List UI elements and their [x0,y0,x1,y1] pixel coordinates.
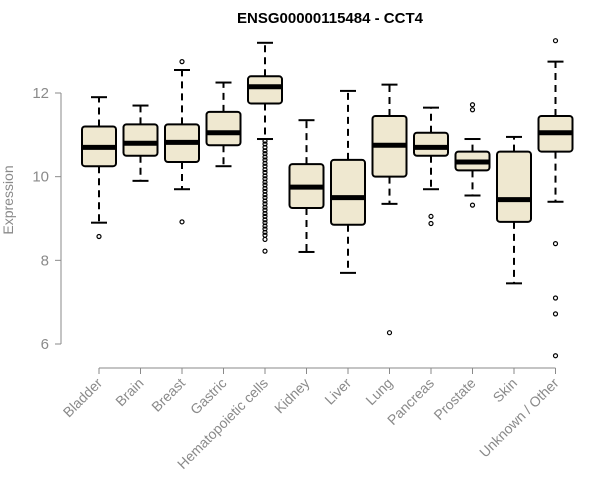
box-prostate [454,102,491,208]
outlier-point [262,248,268,254]
outlier-point [428,220,434,227]
outlier-point [262,169,268,176]
box-breast [164,59,200,225]
box-gastric [205,81,242,168]
outlier-point [262,163,268,169]
chart-title: ENSG00000115484 - CCT4 [237,10,424,27]
x-tick-label: Breast [148,375,188,415]
x-tick-label: Skin [490,375,521,406]
box-skin [496,135,532,285]
y-tick-label: 6 [41,336,49,353]
box-lung [371,83,408,336]
y-axis-label: Expression [0,165,16,234]
boxes-group [81,38,574,359]
x-tick-label: Lung [362,375,395,408]
outlier-point [262,185,268,191]
x-tick-label: Liver [321,375,354,408]
outlier-point [262,192,268,198]
outlier-point [262,138,268,144]
iqr-box [413,131,449,157]
y-tick-label: 10 [32,169,49,186]
outlier-point [262,229,268,235]
outlier-point [262,182,268,188]
outlier-point [262,213,268,220]
outlier-point [552,311,559,317]
outlier-point [262,176,268,182]
outlier-point [262,217,268,223]
box-bladder [81,96,117,240]
outlier-point [262,144,268,150]
x-tick-label: Brain [112,375,146,409]
outlier-point [552,295,559,301]
outlier-point [386,330,393,336]
outlier-point [262,210,268,217]
outlier-point [179,219,185,225]
outlier-point [262,188,268,194]
iqr-box [122,123,159,157]
outlier-point [262,148,268,154]
outlier-point [262,160,268,166]
y-tick-label: 8 [41,252,49,269]
outlier-point [262,236,268,243]
outlier-point [262,220,268,226]
iqr-box [205,110,242,147]
outlier-point [262,151,268,157]
x-tick-label: Prostate [430,375,478,423]
y-tick-label: 12 [32,85,49,102]
box-brain [122,104,159,182]
outlier-point [262,157,268,163]
iqr-box [330,158,366,226]
box-kidney [288,119,325,253]
box-hematopoietic-cells [247,41,283,254]
outlier-point [262,154,268,160]
box-unknown-other [537,38,574,359]
outlier-point [262,226,268,232]
outlier-point [96,233,102,240]
x-tick-label: Unknown / Other [476,375,562,461]
outlier-point [552,38,559,44]
outlier-point [262,179,268,185]
iqr-box [247,75,283,105]
box-pancreas [413,106,449,227]
outlier-point [262,207,268,213]
outlier-point [469,102,476,108]
box-liver [330,89,366,274]
iqr-box [496,150,532,223]
outlier-point [262,194,268,201]
outlier-point [552,353,559,359]
outlier-point [262,173,268,179]
outlier-point [428,213,434,220]
outlier-point [262,166,268,173]
outlier-point [552,241,559,247]
outlier-point [262,141,268,147]
y-axis: 6 8 10 12 [32,85,62,353]
outlier-point [262,223,268,229]
outlier-point [262,198,268,204]
x-tick-label: Kidney [271,375,313,417]
outlier-point [262,204,268,210]
outlier-point [179,59,185,65]
outlier-point [262,201,268,207]
outlier-point [469,107,476,113]
outlier-point [469,202,476,208]
x-tick-label: Bladder [60,375,106,421]
